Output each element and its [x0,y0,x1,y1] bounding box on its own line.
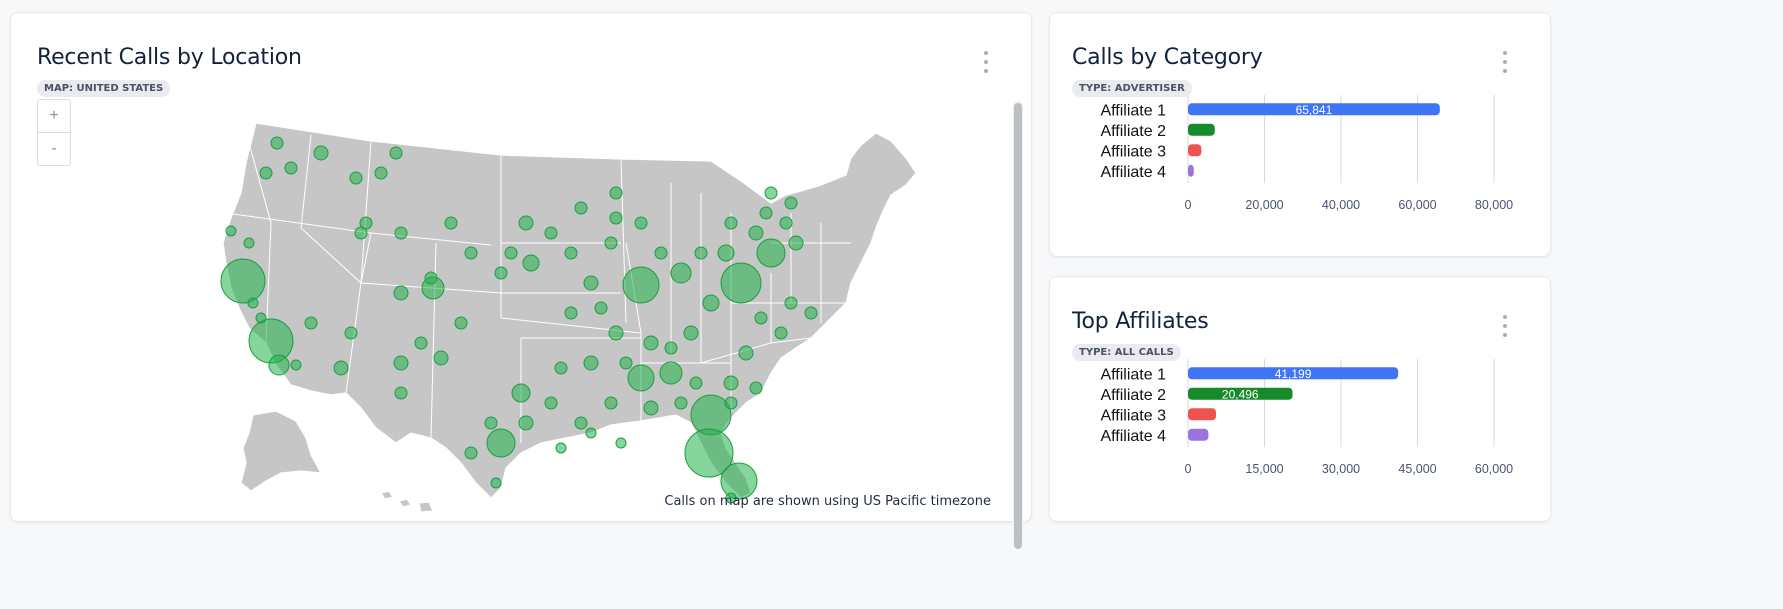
x-tick-label: 30,000 [1322,462,1360,476]
category-card-title: Calls by Category [1072,45,1263,70]
category-card-menu-icon[interactable] [1498,51,1512,73]
y-category-label: Affiliate 1 [1100,366,1166,383]
y-category-label: Affiliate 2 [1100,123,1166,140]
calls-by-category-chart: 0 20,000 40,000 60,000 80,000 Affiliate 1 65,8… [1100,95,1513,212]
bar[interactable] [1188,123,1215,136]
map-card-title: Recent Calls by Location [37,45,302,70]
us-map[interactable] [171,103,1031,513]
map-card-menu-icon[interactable] [979,51,993,73]
x-tick-label: 40,000 [1322,198,1360,212]
affiliates-card-title: Top Affiliates [1072,309,1209,334]
x-tick-label: 0 [1185,198,1192,212]
timezone-footnote: Calls on map are shown using US Pacific … [664,494,991,509]
y-category-label: Affiliate 2 [1100,387,1166,404]
map-type-badge: MAP: UNITED STATES [37,80,171,97]
bar[interactable] [1188,144,1202,157]
zoom-in-button[interactable]: + [37,99,71,133]
bar[interactable] [1188,164,1194,177]
map-scrollbar-thumb[interactable] [1014,103,1022,549]
y-category-label: Affiliate 1 [1100,102,1166,119]
bar-value-label: 65,841 [1296,103,1333,117]
x-tick-label: 60,000 [1475,462,1513,476]
affiliates-card: Top Affiliates TYPE: ALL CALLS 0 15,000 30… [1049,276,1551,522]
category-card: Calls by Category TYPE: ADVERTISER 0 20,0… [1049,12,1551,257]
map-card: Recent Calls by Location MAP: UNITED STA… [10,12,1032,549]
y-category-label: Affiliate 4 [1100,164,1166,181]
x-tick-label: 45,000 [1398,462,1436,476]
x-tick-label: 15,000 [1245,462,1283,476]
bar-value-label: 41,199 [1275,367,1312,381]
y-category-label: Affiliate 3 [1100,143,1166,160]
x-tick-label: 20,000 [1245,198,1283,212]
y-category-label: Affiliate 3 [1100,407,1166,424]
y-category-label: Affiliate 4 [1100,428,1166,445]
bar[interactable] [1188,367,1399,380]
zoom-out-button[interactable]: - [37,132,71,166]
category-type-badge: TYPE: ADVERTISER [1072,80,1192,97]
map-scrollbar[interactable] [1013,101,1023,549]
affiliates-card-menu-icon[interactable] [1498,315,1512,337]
x-tick-label: 80,000 [1475,198,1513,212]
x-tick-label: 0 [1185,462,1192,476]
bar-value-label: 20,496 [1222,387,1259,401]
bar[interactable] [1188,103,1440,116]
bar[interactable] [1188,428,1209,441]
affiliates-type-badge: TYPE: ALL CALLS [1072,344,1181,361]
top-affiliates-chart: 0 15,000 30,000 45,000 60,000 Affiliate 1 41,1… [1100,359,1513,476]
bar[interactable] [1188,387,1293,400]
x-tick-label: 60,000 [1398,198,1436,212]
bar[interactable] [1188,408,1217,421]
call-markers [220,136,818,504]
